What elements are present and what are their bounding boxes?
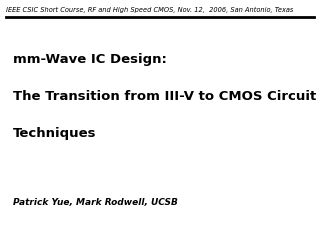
Text: The Transition from III-V to CMOS Circuit: The Transition from III-V to CMOS Circui… — [13, 90, 316, 103]
Text: IEEE CSIC Short Course, RF and High Speed CMOS, Nov. 12,  2006, San Antonio, Tex: IEEE CSIC Short Course, RF and High Spee… — [6, 7, 294, 13]
Text: mm-Wave IC Design:: mm-Wave IC Design: — [13, 53, 167, 66]
Text: Patrick Yue, Mark Rodwell, UCSB: Patrick Yue, Mark Rodwell, UCSB — [13, 198, 178, 207]
Text: Techniques: Techniques — [13, 127, 96, 140]
